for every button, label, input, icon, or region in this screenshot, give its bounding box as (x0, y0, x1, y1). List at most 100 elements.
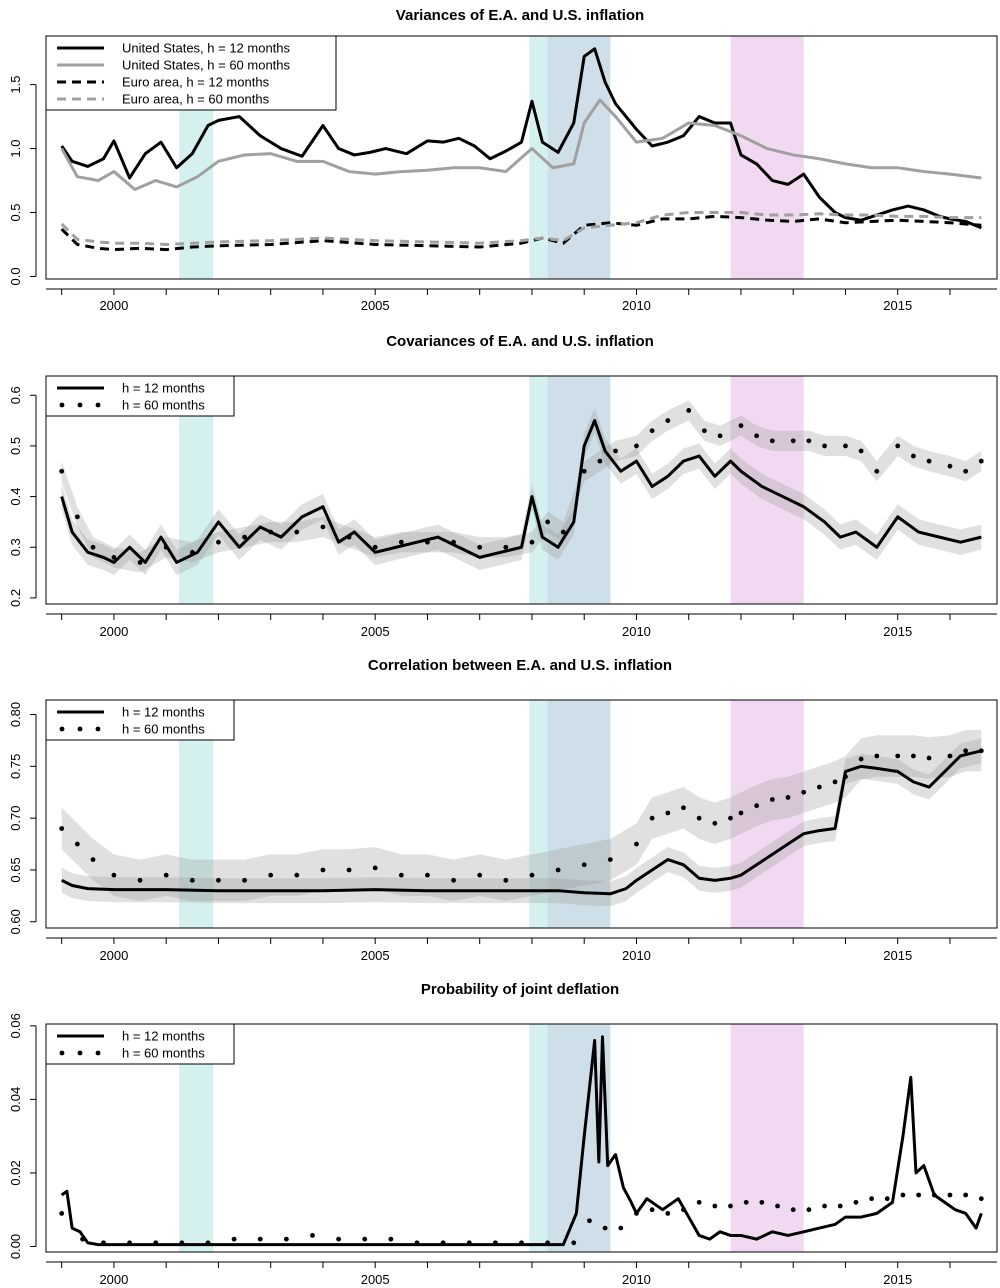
data-point (529, 872, 535, 878)
shaded-period-4 (730, 1024, 804, 1252)
data-point (769, 438, 775, 444)
data-point (346, 534, 352, 540)
legend-item-3: Euro area, h = 12 months (57, 75, 270, 90)
data-point (503, 877, 509, 883)
data-point (681, 805, 686, 811)
data-point (519, 1240, 524, 1246)
legend-label: Euro area, h = 12 months (122, 75, 270, 90)
data-point (634, 1210, 639, 1216)
data-point (843, 443, 848, 449)
data-point (414, 1240, 420, 1246)
series-2-points (59, 1192, 984, 1246)
data-point (372, 544, 378, 550)
data-point (477, 872, 483, 878)
data-point (822, 1203, 827, 1209)
data-point (137, 560, 143, 565)
data-point (205, 1240, 211, 1246)
series-1-line (60, 47, 982, 230)
data-point (189, 877, 195, 883)
data-point (451, 539, 456, 545)
data-point (587, 1218, 592, 1224)
legend-swatch (77, 402, 83, 408)
data-point (853, 1199, 859, 1205)
data-point (926, 458, 932, 464)
data-point (111, 872, 117, 878)
data-point (529, 539, 535, 545)
data-point (790, 438, 796, 444)
data-point (398, 539, 404, 545)
y-tick-label: 0.60 (8, 909, 23, 934)
data-point (978, 748, 984, 754)
x-tick-label: 2005 (361, 298, 390, 313)
data-point (440, 1240, 446, 1246)
data-point (90, 544, 96, 550)
data-point (153, 1240, 159, 1246)
data-point (910, 753, 916, 759)
legend-swatch (95, 402, 101, 408)
data-point (179, 1240, 185, 1246)
data-point (294, 529, 300, 535)
x-tick-label: 2015 (883, 298, 912, 313)
data-point (111, 554, 117, 560)
data-point (346, 867, 352, 873)
legend-swatch (59, 726, 65, 732)
y-tick-label: 0.3 (8, 538, 23, 556)
x-tick-label: 2010 (622, 1272, 651, 1287)
x-tick-label: 2000 (99, 298, 128, 313)
x-tick-label: 2000 (99, 624, 128, 639)
y-tick-label: 0.65 (8, 857, 23, 882)
data-point (634, 443, 639, 449)
y-tick-label: 0.5 (8, 437, 23, 455)
panel-title: Probability of joint deflation (421, 981, 619, 998)
data-point (728, 1203, 733, 1209)
legend: h = 12 months h = 60 months (45, 699, 235, 741)
data-point (978, 1196, 984, 1202)
data-point (717, 433, 723, 439)
data-point (257, 1236, 263, 1242)
x-tick-label: 2010 (622, 624, 651, 639)
series-1-line (60, 419, 982, 564)
panel-2: 0.2 0.3 0.4 0.5 0.6 2000 2005 2010 2015 Covarianc… (8, 333, 998, 639)
series-1-line (60, 1035, 983, 1247)
confidence-band-1 (61, 407, 982, 576)
data-point (127, 1240, 133, 1246)
legend-item-2: h = 60 months (59, 722, 205, 737)
legend-box (45, 375, 235, 417)
x-tick-label: 2005 (361, 1272, 390, 1287)
legend-item-1: h = 12 months (57, 381, 205, 396)
y-tick-label: 0.00 (8, 1234, 23, 1259)
data-point (310, 1233, 315, 1238)
legend-item-1: h = 12 months (57, 1029, 205, 1044)
y-axis: 0.60 0.65 0.70 0.75 0.80 (8, 702, 37, 934)
data-point (806, 438, 812, 444)
data-point (59, 468, 65, 474)
data-point (649, 428, 655, 434)
data-point (947, 753, 953, 759)
legend-label: h = 12 months (122, 381, 205, 396)
y-tick-label: 0.04 (8, 1087, 23, 1112)
confidence-band-2 (61, 730, 982, 902)
data-point (101, 1240, 106, 1246)
data-point (74, 841, 80, 847)
data-point (388, 1236, 394, 1242)
x-tick-label: 2015 (883, 948, 912, 963)
data-point (963, 1192, 969, 1198)
legend: United States, h = 12 months United State… (45, 35, 337, 111)
data-point (231, 1236, 237, 1242)
x-tick-label: 2005 (361, 624, 390, 639)
data-point (785, 795, 791, 800)
data-point (769, 797, 775, 802)
x-tick-label: 2005 (361, 948, 390, 963)
y-tick-label: 0.02 (8, 1160, 23, 1185)
data-point (268, 872, 274, 878)
data-point (320, 867, 326, 873)
data-point (816, 784, 822, 790)
panel-1: 0.0 0.5 1.0 1.5 2000 2005 2010 2015 Variances of… (8, 7, 998, 313)
data-point (806, 1207, 812, 1213)
x-tick-label: 2010 (622, 948, 651, 963)
data-point (665, 810, 671, 816)
legend-item-2: h = 60 months (59, 398, 205, 413)
data-point (425, 539, 430, 545)
y-axis: 0.0 0.5 1.0 1.5 (8, 76, 37, 285)
data-point (59, 826, 65, 831)
